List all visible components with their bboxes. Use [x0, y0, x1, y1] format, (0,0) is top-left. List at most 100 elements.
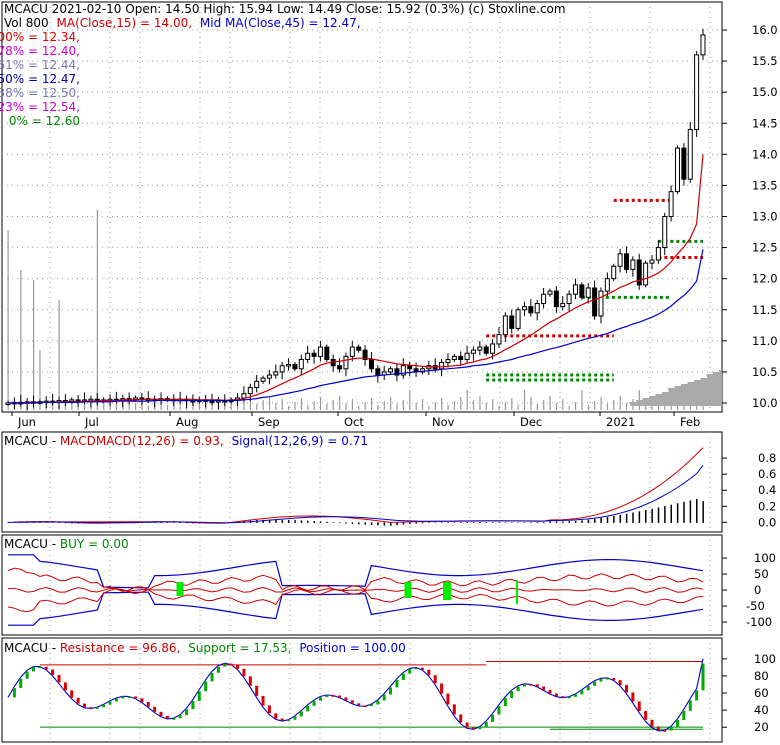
- macd-signal: Signal(12,26,9) = 0.71: [232, 434, 368, 448]
- macd-histogram-bar: [568, 521, 571, 523]
- candle-body: [419, 368, 425, 373]
- volume-bar: [594, 401, 596, 410]
- position-candle: [121, 696, 125, 699]
- volume-bar: [441, 398, 443, 410]
- volume-bar: [568, 406, 570, 410]
- volume-bar: [345, 403, 347, 410]
- fib-legend-item: 50% = 12.47,: [0, 72, 80, 86]
- macd-histogram-bar: [281, 519, 284, 523]
- candle-body: [572, 284, 578, 295]
- candle-body: [375, 368, 381, 376]
- macd-histogram-bar: [594, 518, 596, 523]
- macd-title: MCACU - MACDMACD(12,26) = 0.93, Signal(1…: [4, 434, 368, 448]
- res-prefix: MCACU -: [4, 641, 60, 655]
- macd-histogram-bar: [370, 522, 373, 526]
- macd-histogram-bar: [364, 522, 366, 525]
- volume-bar: [243, 401, 245, 410]
- macd-histogram-bar: [358, 522, 360, 525]
- position-candle: [242, 668, 246, 677]
- macd-histogram-bar: [262, 519, 264, 523]
- volume-bar: [319, 397, 322, 410]
- candle-body: [694, 54, 700, 130]
- candle-body: [509, 315, 515, 329]
- candle-body: [521, 306, 527, 311]
- buy-mid-lower: [7, 588, 704, 613]
- position-candle: [114, 698, 118, 702]
- volume-profile-bar: [668, 388, 722, 390]
- volume-bar: [300, 398, 303, 410]
- macd-histogram-bar: [58, 522, 60, 524]
- position-candle: [185, 709, 189, 716]
- position-candle: [134, 696, 138, 699]
- candle-body: [464, 352, 470, 360]
- position-candle: [223, 663, 227, 667]
- position-candle: [395, 679, 399, 688]
- position-candle: [433, 675, 437, 684]
- macd-histogram-bar: [600, 517, 602, 523]
- volume-bar: [485, 403, 487, 410]
- volume-bar: [606, 404, 609, 410]
- volume-bar: [625, 403, 628, 410]
- position-candle: [299, 711, 303, 717]
- macd-histogram-bar: [351, 522, 354, 524]
- position-tick-label: 80: [754, 669, 769, 683]
- volume-bar: [249, 397, 251, 410]
- candle-body: [292, 363, 298, 370]
- candle-body: [209, 400, 215, 404]
- volume-bar: [434, 402, 436, 410]
- position-candle: [44, 666, 48, 670]
- buy-tick-label: 50: [754, 567, 769, 581]
- candle-body: [69, 399, 75, 402]
- position-candle: [172, 718, 176, 720]
- volume-bar: [147, 406, 149, 410]
- macd-histogram-bar: [676, 503, 679, 523]
- position-candle: [83, 703, 87, 708]
- position-candle: [701, 663, 705, 691]
- month-tick-label: Oct: [344, 415, 364, 429]
- position-candle: [306, 705, 310, 712]
- position-candle: [102, 704, 106, 708]
- position-candle: [325, 695, 329, 698]
- position-candle: [459, 714, 463, 723]
- month-tick-label: Jul: [84, 415, 99, 429]
- position-candle: [554, 693, 558, 697]
- position-candle: [350, 700, 354, 704]
- position-tick-label: 20: [754, 720, 769, 734]
- candle-body: [528, 306, 534, 314]
- position-candle: [51, 669, 55, 676]
- volume-bar: [511, 398, 513, 410]
- volume-bar: [103, 401, 105, 410]
- volume-bar: [676, 404, 679, 410]
- macd-histogram-bar: [651, 508, 653, 523]
- position-candle: [338, 695, 342, 698]
- volume-bar: [555, 403, 558, 410]
- macd-histogram-bar: [409, 522, 411, 525]
- candle-body: [681, 147, 687, 180]
- macd-name: MACDMACD(12,26) = 0.93,: [60, 434, 224, 448]
- month-tick-label: Sep: [258, 415, 280, 429]
- volume-bar: [135, 403, 137, 410]
- macd-histogram-bar: [613, 515, 615, 523]
- moving-averages: [8, 154, 704, 404]
- candle-body: [445, 358, 451, 364]
- position-candle: [510, 691, 514, 699]
- position-candle: [408, 669, 412, 674]
- position-candle: [178, 715, 182, 719]
- macd-histogram-bar: [275, 519, 277, 523]
- macd-histogram-bar: [479, 522, 481, 523]
- ma45-line: [8, 249, 704, 404]
- price-panel-frame: [1, 1, 723, 413]
- support-line: [39, 726, 703, 730]
- position-candle: [471, 727, 475, 730]
- candle-body: [662, 216, 668, 249]
- position-candle: [293, 716, 297, 720]
- candle-body: [604, 278, 610, 292]
- macd-histogram-bar: [645, 510, 647, 523]
- macd-histogram-bar: [498, 522, 500, 523]
- candle-body: [286, 363, 292, 367]
- candle-body: [598, 290, 604, 317]
- position-candle: [344, 697, 348, 701]
- position-candle: [401, 673, 405, 680]
- position-candle: [280, 718, 284, 721]
- candle-body: [560, 303, 566, 308]
